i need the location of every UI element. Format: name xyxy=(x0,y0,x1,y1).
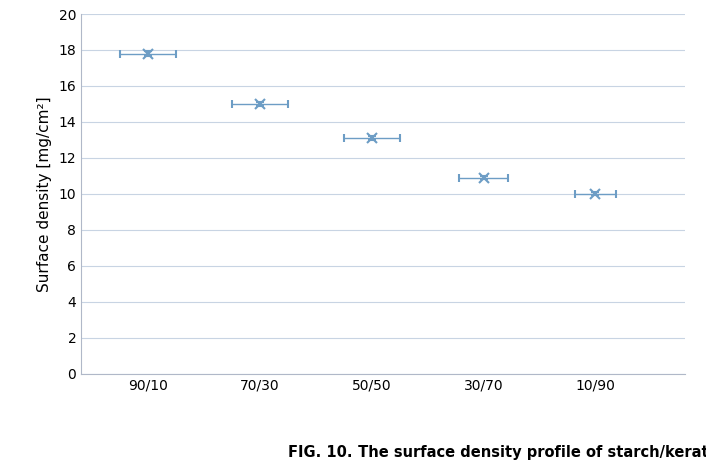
Text: The surface density profile of starch/keratin film.: The surface density profile of starch/ke… xyxy=(353,446,706,460)
Text: FIG. 10.: FIG. 10. xyxy=(289,446,353,460)
Text: FIG. 10. The surface density profile of starch/keratin film.: FIG. 10. The surface density profile of … xyxy=(143,446,563,460)
Y-axis label: Surface density [mg/cm²]: Surface density [mg/cm²] xyxy=(37,96,52,291)
